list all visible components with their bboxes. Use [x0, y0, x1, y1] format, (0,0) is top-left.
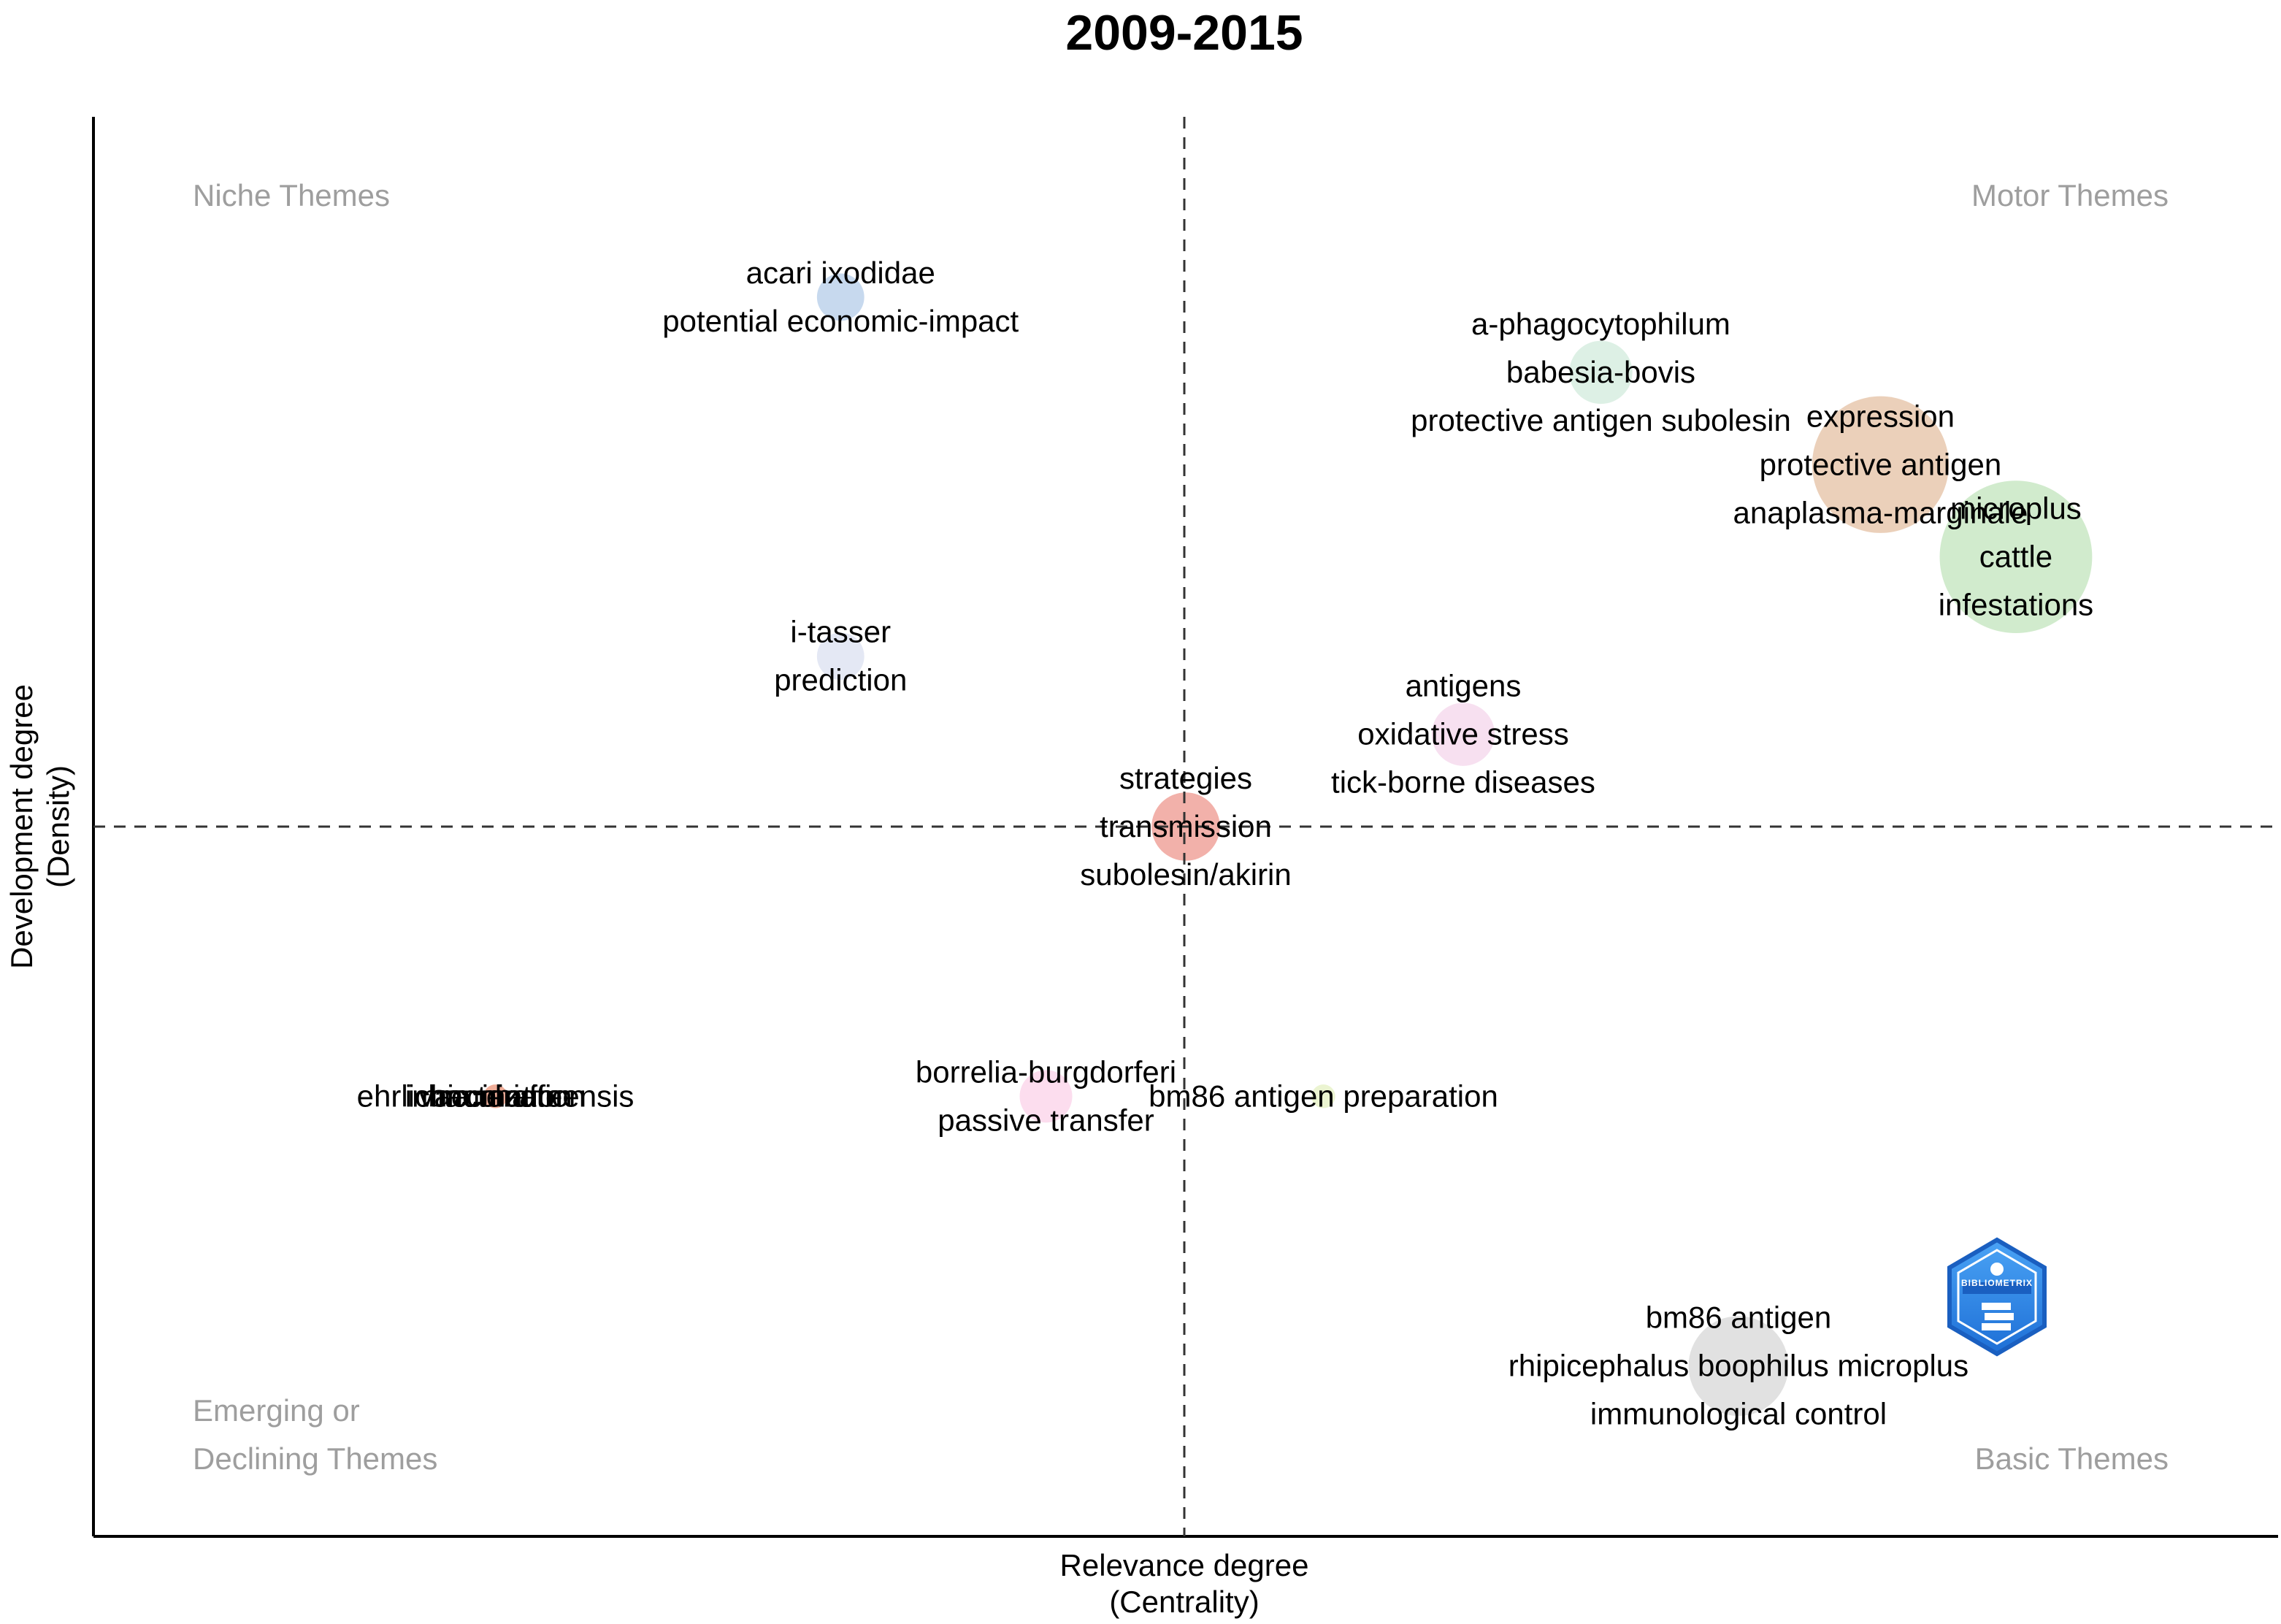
- logo-wordmark: BIBLIOMETRIX: [1945, 1278, 2049, 1288]
- cluster-label: prediction: [774, 663, 907, 697]
- cluster-label: potential economic-impact: [662, 304, 1019, 338]
- bibliometrix-logo: [1945, 1237, 2049, 1357]
- cluster-label: rhipicephalus boophilus microplus: [1508, 1349, 1968, 1383]
- quadrant-label-emerging-2: Declining Themes: [193, 1441, 437, 1476]
- cluster-label: acari ixodidae: [746, 256, 935, 290]
- cluster-label: microplus: [1950, 491, 2082, 526]
- cluster-label: borrelia-burgdorferi: [916, 1054, 1176, 1089]
- cluster-label: antigens: [1406, 669, 1522, 703]
- cluster-label: protective antigen: [1760, 447, 2002, 481]
- quadrant-label-motor: Motor Themes: [1971, 178, 2169, 212]
- thematic-map-chart: 2009-2015 Niche Themes Motor Themes Emer…: [0, 0, 2281, 1624]
- x-axis-label-2: (Centrality): [1109, 1585, 1259, 1619]
- cluster-label: bacterium: [428, 1079, 562, 1113]
- cluster-label: protective antigen subolesin: [1411, 403, 1791, 437]
- quadrant-label-niche: Niche Themes: [193, 178, 390, 212]
- cluster-label: bm86 antigen: [1646, 1301, 1832, 1335]
- bubbles-layer: [483, 273, 2092, 1416]
- y-axis-label-2: (Density): [41, 765, 75, 888]
- cluster-label: immunological control: [1590, 1397, 1887, 1431]
- cluster-label: cattle: [1979, 540, 2052, 574]
- cluster-label: infestations: [1939, 588, 2093, 622]
- labels-layer: acari ixodidae potential economic-impact a…: [357, 256, 2094, 1431]
- cluster-label: oxidative stress: [1357, 717, 1568, 751]
- cluster-label: subolesin/akirin: [1080, 857, 1292, 892]
- chart-title: 2009-2015: [1065, 5, 1303, 61]
- x-axis-label-1: Relevance degree: [1060, 1548, 1309, 1582]
- cluster-label: strategies: [1119, 761, 1252, 795]
- cluster-label: tick-borne diseases: [1331, 765, 1595, 800]
- cluster-label: expression: [1806, 399, 1955, 433]
- quadrant-label-basic: Basic Themes: [1975, 1441, 2169, 1476]
- cluster-label: babesia-bovis: [1506, 355, 1695, 389]
- cluster-label: a-phagocytophilum: [1471, 307, 1730, 341]
- cluster-label: transmission: [1100, 809, 1272, 843]
- cluster-label: passive transfer: [938, 1103, 1154, 1137]
- cluster-label: i-tasser: [790, 615, 891, 649]
- quadrant-label-emerging-1: Emerging or: [193, 1393, 360, 1428]
- y-axis-label-1: Development degree: [4, 684, 39, 969]
- cluster-label: bm86 antigen preparation: [1149, 1079, 1498, 1113]
